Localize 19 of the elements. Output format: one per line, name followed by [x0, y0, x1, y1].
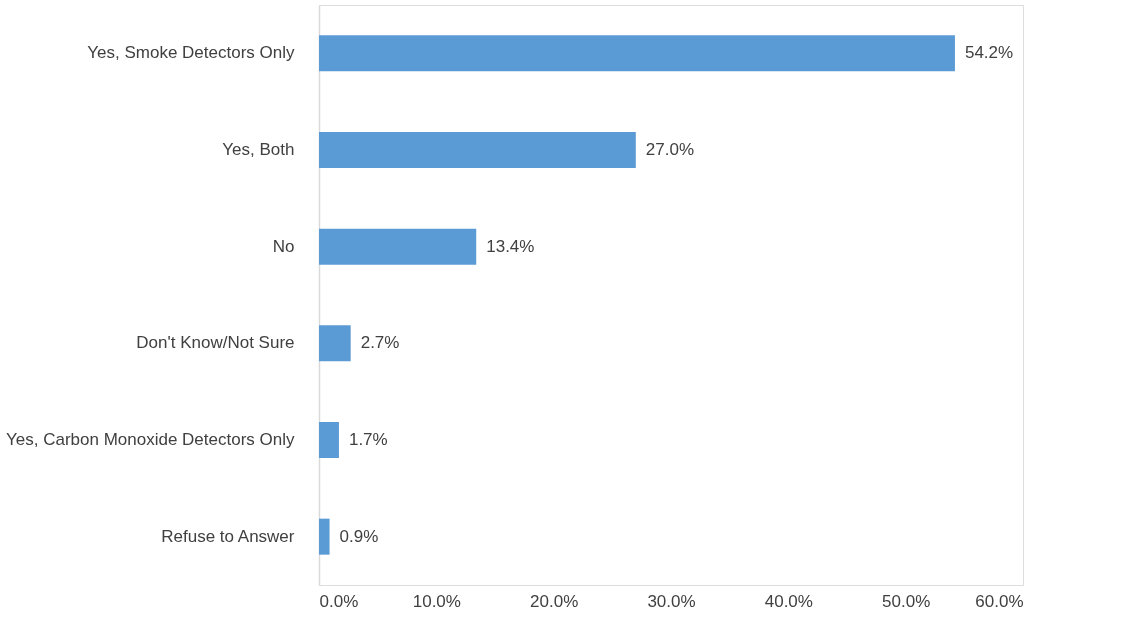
y-tick-label: Yes, Smoke Detectors Only: [87, 43, 295, 63]
x-tick-label: 30.0%: [647, 591, 696, 611]
x-tick-label: 20.0%: [530, 591, 579, 611]
x-tick-label: 0.0%: [319, 591, 359, 611]
data-label: 54.2%: [964, 43, 1014, 63]
x-tick-label: 50.0%: [882, 591, 931, 611]
y-tick-label: Yes, Carbon Monoxide Detectors Only: [5, 430, 295, 449]
x-tick-label: 10.0%: [412, 591, 461, 611]
x-tick-label: 60.0%: [975, 591, 1024, 611]
data-label: 1.7%: [348, 430, 388, 449]
y-tick-label: Refuse to Answer: [161, 526, 295, 546]
data-label: 2.7%: [360, 333, 400, 353]
x-tick-label: 40.0%: [764, 591, 813, 611]
y-tick-label: Yes, Both: [222, 140, 295, 159]
y-tick-label: No: [272, 236, 295, 256]
data-label: 0.9%: [339, 526, 379, 546]
data-label: 13.4%: [486, 236, 535, 256]
y-tick-label: Don't Know/Not Sure: [136, 333, 295, 353]
data-label: 27.0%: [645, 140, 694, 159]
